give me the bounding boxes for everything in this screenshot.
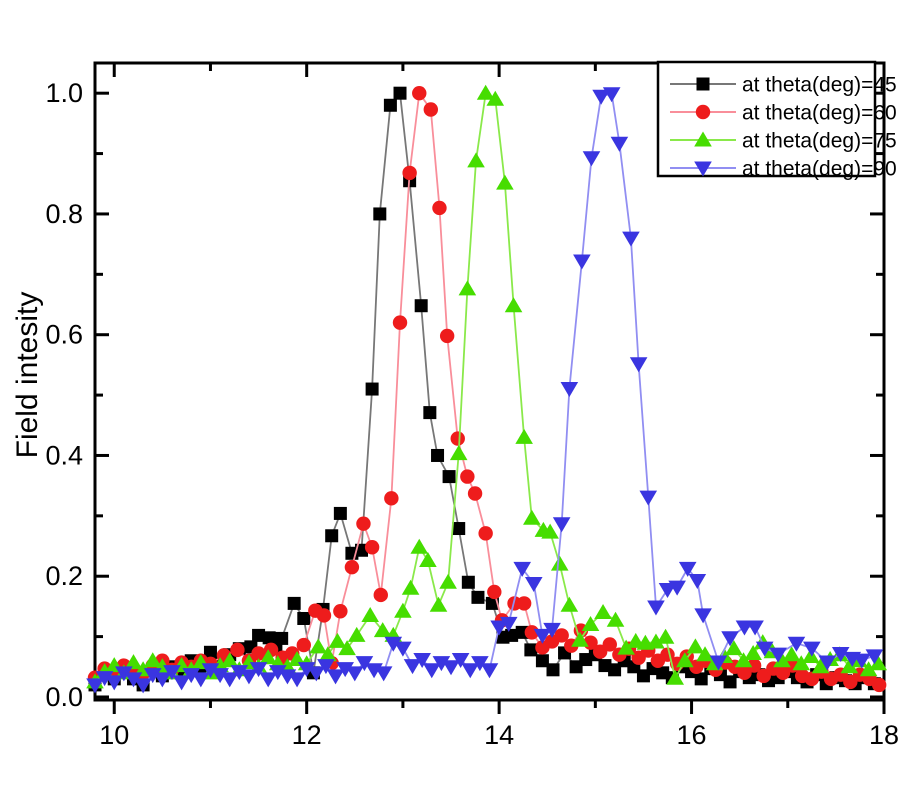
svg-text:10: 10: [99, 720, 129, 750]
axis-ticks: [95, 63, 886, 714]
svg-text:18: 18: [869, 720, 899, 750]
legend: at theta(deg)=45 at theta(deg)=60 at theta…: [656, 60, 897, 181]
axis-frame: [93, 61, 886, 702]
legend-label: at theta(deg)=45: [742, 74, 897, 97]
svg-text:16: 16: [677, 720, 707, 750]
legend-item-60: at theta(deg)=60: [670, 102, 897, 125]
svg-text:1.0: 1.0: [45, 78, 83, 108]
legend-label: at theta(deg)=60: [742, 102, 897, 125]
y-tick-labels: 0.0 0.2 0.4 0.6 0.8 1.0: [45, 78, 83, 712]
legend-item-90: at theta(deg)=90: [670, 158, 897, 181]
legend-item-75: at theta(deg)=75: [670, 130, 897, 153]
legend-label: at theta(deg)=90: [742, 158, 897, 181]
svg-text:0.0: 0.0: [45, 682, 83, 712]
svg-text:0.2: 0.2: [45, 561, 83, 591]
series-theta-90: [86, 87, 884, 694]
x-tick-labels: 10 12 14 16 18: [99, 720, 899, 750]
svg-text:0.4: 0.4: [45, 440, 83, 470]
legend-label: at theta(deg)=75: [742, 130, 897, 153]
svg-text:0.6: 0.6: [45, 320, 83, 350]
svg-text:0.8: 0.8: [45, 199, 83, 229]
svg-text:12: 12: [292, 720, 322, 750]
svg-text:14: 14: [484, 720, 514, 750]
legend-item-45: at theta(deg)=45: [670, 74, 897, 97]
y-axis-title: Field intesity: [11, 291, 44, 459]
